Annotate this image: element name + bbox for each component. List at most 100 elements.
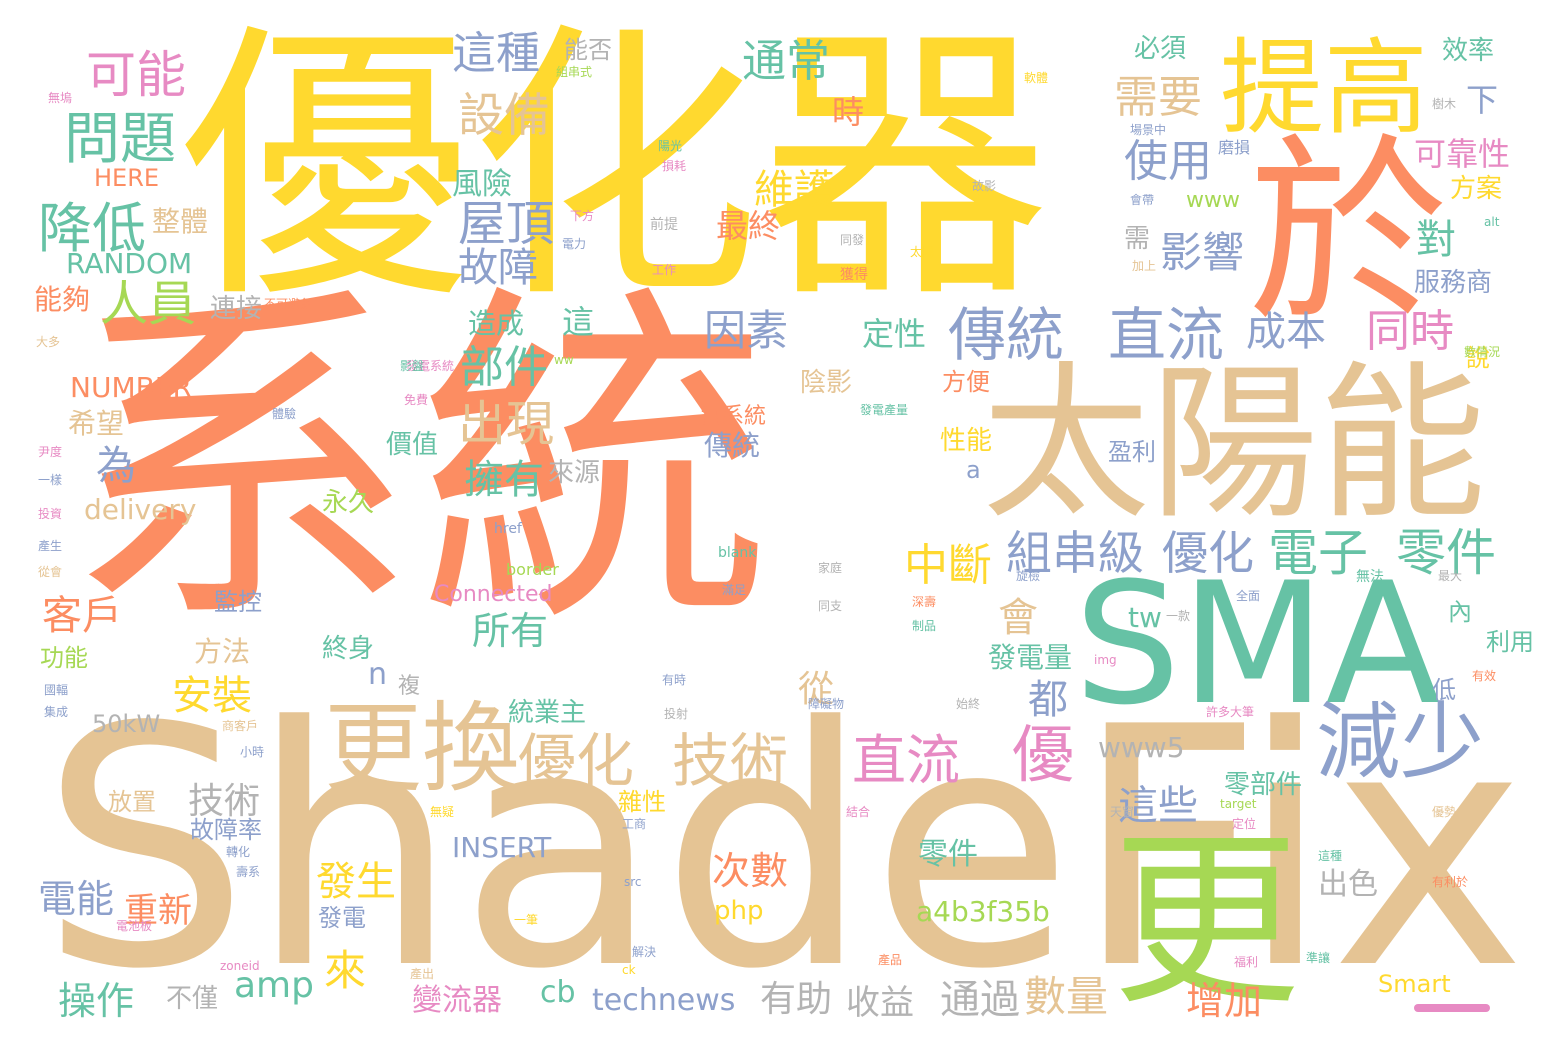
word: 最終 [716, 207, 781, 245]
word: 增加 [1186, 979, 1263, 1023]
word: 陽光 [658, 139, 683, 153]
word: 前提 [650, 217, 678, 233]
word: blank [718, 545, 757, 561]
word: tw [1128, 601, 1162, 634]
word: 收益 [846, 983, 914, 1023]
word: 優化 [518, 727, 635, 795]
word: 有時 [662, 673, 687, 687]
word: RANDOM [66, 247, 193, 280]
word: 可能 [86, 46, 186, 104]
word: 電能 [38, 877, 115, 921]
word: 更換 [324, 692, 521, 806]
word: 同發 [840, 233, 865, 247]
word: a4b3f35b [916, 895, 1050, 928]
word: 發電產量 [860, 403, 909, 417]
word: 傳統 [948, 301, 1065, 369]
word: 擁有 [464, 457, 544, 503]
word: 發電 [318, 904, 366, 932]
word: 許多大筆 [1206, 705, 1255, 719]
word: 優 [1012, 718, 1075, 791]
word: 通過 [940, 977, 1020, 1023]
word: 影盤 [400, 359, 425, 373]
word: 風險 [452, 167, 512, 202]
word: 故障率 [190, 816, 262, 844]
word: 同支 [818, 599, 843, 613]
word: 內 [1448, 598, 1472, 626]
word: 次數 [712, 849, 789, 893]
word: 集成 [44, 705, 69, 719]
word: 一筆 [514, 913, 539, 927]
word: 永久 [322, 488, 375, 518]
word: 無法 [1356, 569, 1384, 585]
word: 部件 [460, 342, 548, 393]
word: 最大 [1438, 569, 1463, 583]
word: 投射 [664, 707, 689, 721]
word: 故障 [458, 245, 538, 291]
word: Connected [434, 582, 553, 607]
word: 因素 [704, 306, 789, 355]
word: INSERT [452, 831, 552, 864]
word: 太陽 [910, 245, 935, 259]
word: 可靠性 [1414, 135, 1511, 173]
word: 影響 [1160, 228, 1245, 277]
word: 獲得 [840, 267, 868, 283]
word: amp [234, 965, 314, 1006]
word: 通常 [742, 36, 830, 87]
word: 有助 [760, 979, 833, 1020]
word: 這 [562, 303, 595, 341]
word: 為 [96, 443, 136, 489]
word: 需 [1124, 224, 1151, 254]
word: 電力 [562, 237, 587, 251]
word: 傳統 [704, 429, 761, 462]
word: 利用 [1486, 628, 1534, 656]
word: ck [622, 963, 636, 977]
word: 直流 [852, 729, 960, 792]
word: 免費 [404, 393, 429, 407]
word: www [1186, 188, 1240, 213]
word: 於 [1248, 117, 1449, 350]
word: 軟體 [1024, 71, 1049, 85]
word: 小時 [240, 745, 265, 759]
word: 家庭 [818, 561, 843, 575]
word: 連接 [210, 294, 263, 324]
word: 技術 [188, 781, 261, 822]
word: 同時 [1366, 306, 1454, 357]
word: 工作 [652, 263, 677, 277]
word: 解決 [632, 945, 657, 959]
word: 設備 [458, 88, 550, 142]
word: 所有 [472, 609, 549, 653]
word: 系統 [64, 257, 772, 669]
word: 雜性 [618, 788, 666, 816]
word: 屋頂 [458, 196, 555, 252]
word: 成本 [1246, 309, 1326, 355]
word: 說 [1466, 344, 1490, 372]
pink-dash-mark [1414, 1004, 1490, 1012]
word: 監控 [214, 588, 262, 616]
word: 方案 [1450, 174, 1503, 204]
word: 場景中 [1130, 123, 1167, 137]
word: 這種 [452, 28, 540, 79]
word: 天窗 [1110, 805, 1135, 819]
word: 重新 [124, 891, 192, 931]
word: 低 [1432, 676, 1456, 704]
word: SMA [1074, 546, 1441, 742]
word: 效率 [1442, 36, 1495, 66]
word: src [624, 875, 642, 889]
word: 下方 [570, 209, 595, 223]
word: 會帶 [1130, 193, 1155, 207]
word: 有效 [1472, 669, 1497, 683]
word: 整體 [152, 205, 209, 238]
word: 太陽能 [982, 346, 1486, 542]
word: 必須 [1134, 34, 1187, 64]
word: 終身 [322, 634, 375, 664]
word: 旋檢 [1016, 569, 1041, 583]
word: alt [1484, 215, 1500, 229]
word: 優化 [1162, 526, 1254, 580]
word: technews [592, 983, 736, 1018]
word: target [1220, 797, 1257, 811]
word: 深壽 [912, 595, 937, 609]
word: ShadeFix [40, 657, 1527, 1041]
word: 始終 [956, 697, 981, 711]
word: 電子 [1268, 524, 1368, 582]
word: cb [540, 975, 576, 1010]
